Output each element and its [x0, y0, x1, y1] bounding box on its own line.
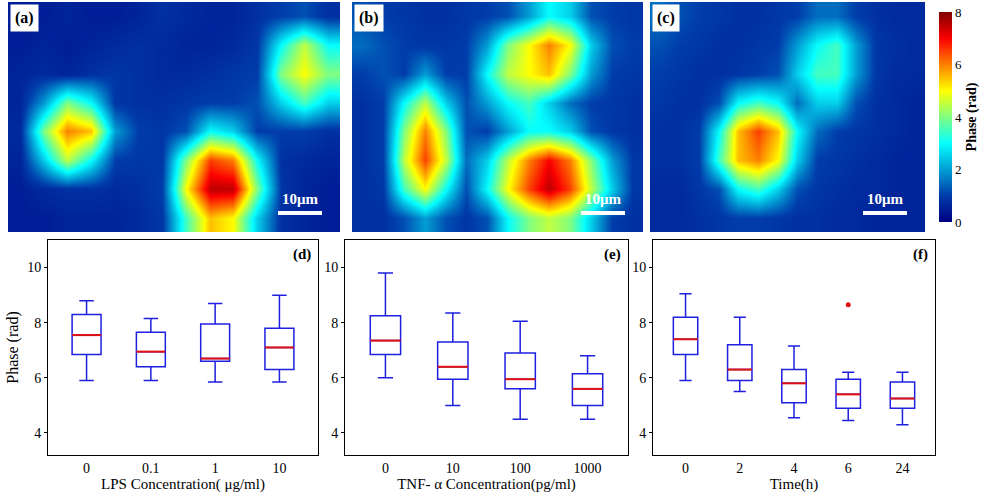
svg-text:1: 1 [212, 461, 219, 476]
svg-text:6: 6 [845, 461, 852, 476]
svg-text:6: 6 [331, 371, 338, 386]
svg-text:0.1: 0.1 [142, 461, 160, 476]
svg-text:TNF- α Concentration(pg/ml): TNF- α Concentration(pg/ml) [397, 476, 576, 493]
svg-text:Phase (rad): Phase (rad) [4, 311, 22, 383]
svg-text:Time(h): Time(h) [770, 476, 819, 493]
svg-text:4: 4 [791, 461, 798, 476]
svg-text:10: 10 [27, 260, 41, 275]
svg-text:10μm: 10μm [867, 191, 904, 207]
svg-text:8: 8 [639, 316, 646, 331]
svg-text:(a): (a) [15, 9, 34, 27]
svg-text:10μm: 10μm [585, 191, 622, 207]
svg-text:(f): (f) [913, 246, 928, 263]
svg-text:LPS Concentration( μg/ml): LPS Concentration( μg/ml) [101, 476, 265, 493]
svg-text:0: 0 [682, 461, 689, 476]
svg-text:6: 6 [955, 57, 962, 72]
svg-text:(d): (d) [293, 246, 311, 263]
svg-text:(c): (c) [657, 9, 675, 27]
svg-text:4: 4 [955, 110, 962, 125]
svg-text:0: 0 [955, 215, 962, 230]
svg-text:(b): (b) [359, 9, 379, 27]
svg-text:0: 0 [382, 461, 389, 476]
svg-text:6: 6 [639, 371, 646, 386]
svg-text:10: 10 [632, 260, 646, 275]
svg-text:10: 10 [446, 461, 460, 476]
svg-text:(e): (e) [604, 246, 621, 263]
svg-text:10μm: 10μm [282, 191, 319, 207]
svg-text:24: 24 [895, 461, 909, 476]
svg-text:8: 8 [34, 316, 41, 331]
svg-text:10: 10 [324, 260, 338, 275]
svg-text:0: 0 [83, 461, 90, 476]
svg-text:4: 4 [639, 426, 646, 441]
svg-text:100: 100 [510, 461, 531, 476]
svg-text:2: 2 [736, 461, 743, 476]
svg-text:6: 6 [34, 371, 41, 386]
svg-text:8: 8 [955, 5, 962, 20]
svg-text:4: 4 [34, 426, 41, 441]
svg-text:8: 8 [331, 316, 338, 331]
svg-text:4: 4 [331, 426, 338, 441]
svg-text:10: 10 [272, 461, 286, 476]
svg-text:Phase (rad): Phase (rad) [964, 82, 980, 151]
svg-text:1000: 1000 [574, 461, 602, 476]
svg-text:2: 2 [955, 162, 962, 177]
